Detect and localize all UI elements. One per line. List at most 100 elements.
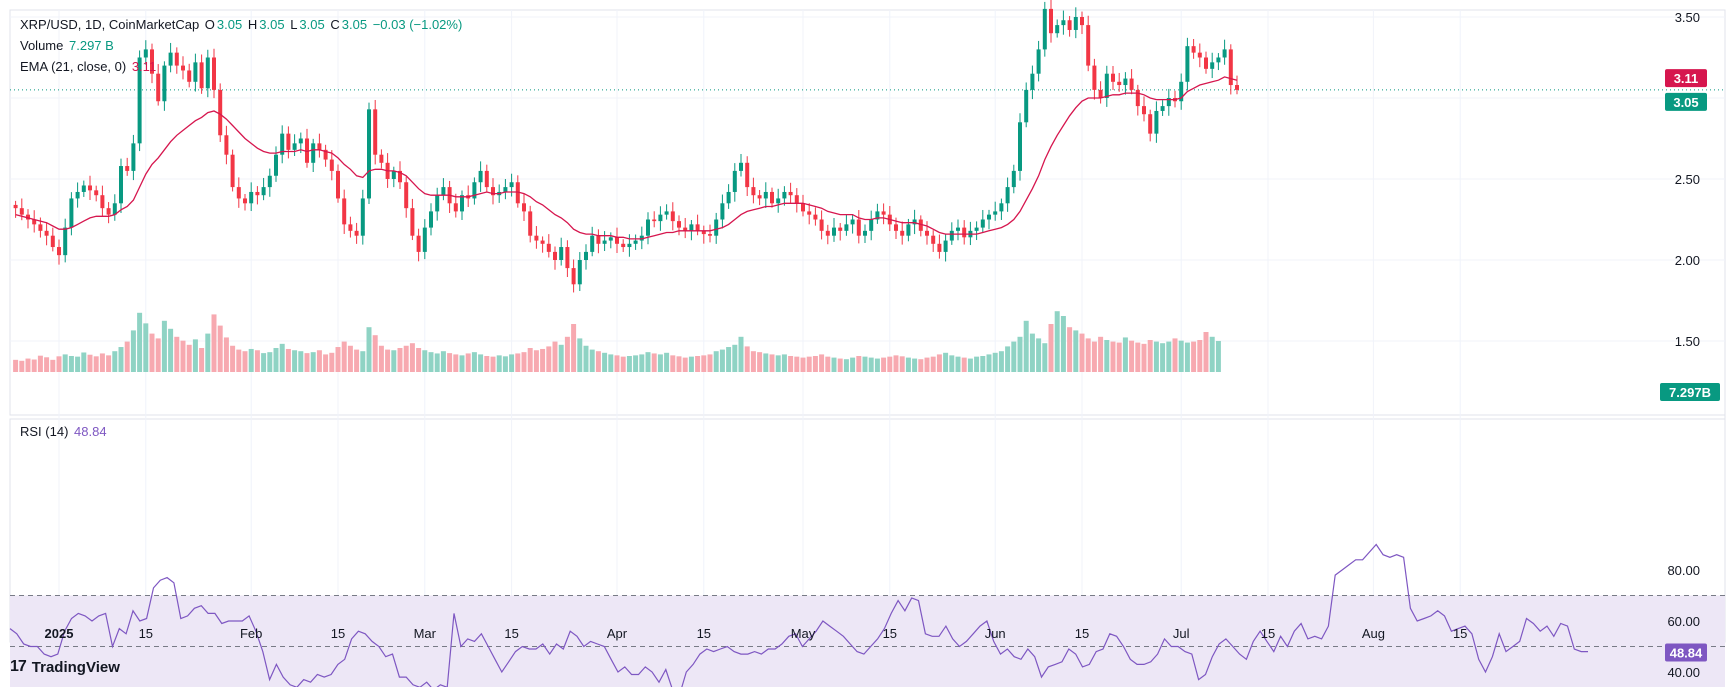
candle-body (633, 240, 638, 244)
volume-bar (1073, 330, 1079, 372)
candle-body (63, 227, 68, 256)
volume-bar (874, 358, 880, 372)
candle-body (739, 162, 743, 171)
volume-bar (812, 356, 818, 372)
candle-body (670, 211, 675, 222)
tradingview-logo[interactable]: 17 TradingView (10, 658, 120, 676)
volume-bar (744, 346, 750, 372)
date-tick-label: 15 (1453, 626, 1467, 641)
volume-bar (13, 359, 19, 372)
candle-body (174, 52, 179, 66)
price-tick-label: 3.50 (1675, 10, 1700, 25)
volume-bar (341, 341, 347, 372)
candle-body (745, 162, 750, 188)
candle-body (1204, 57, 1208, 69)
volume-bar (168, 328, 174, 372)
candle-body (1235, 85, 1239, 90)
candle-body (44, 230, 49, 236)
candle-body (224, 135, 229, 155)
legend-symbol[interactable]: XRP/USD, 1D, CoinMarketCap (20, 17, 200, 32)
candle-body (943, 240, 948, 252)
legend-rsi-line[interactable]: RSI (14) 48.84 (20, 424, 109, 439)
candle-body (1080, 17, 1084, 26)
candle-body (125, 166, 130, 171)
candle-body (13, 204, 18, 209)
candle-body (1005, 187, 1010, 204)
candle-body (181, 65, 185, 71)
candle-body (590, 235, 595, 252)
volume-bar (496, 355, 502, 372)
candle-body (993, 211, 998, 215)
legend-ema-line[interactable]: EMA (21, close, 0) 3.11 (20, 59, 158, 74)
volume-bar (912, 358, 918, 372)
candle-body (236, 187, 241, 199)
volume-bar (440, 351, 446, 372)
volume-bar (366, 327, 372, 372)
volume-bar (155, 338, 161, 372)
rsi-badge-text: 48.84 (1670, 645, 1703, 660)
volume-bar (447, 353, 453, 372)
candle-body (807, 211, 812, 215)
volume-bar (509, 354, 515, 372)
volume-bar (1122, 337, 1128, 372)
volume-bar (174, 336, 180, 372)
candle-body (1061, 20, 1066, 26)
volume-bar (37, 355, 43, 372)
volume-bar (261, 353, 267, 372)
candle-body (267, 175, 272, 188)
candle-body (627, 243, 632, 248)
candle-body (1166, 98, 1171, 107)
candle-body (720, 203, 725, 220)
legend-volume-line[interactable]: Volume 7.297 B (20, 38, 116, 53)
volume-bar (850, 357, 856, 372)
volume-bar (701, 355, 707, 372)
candle-body (819, 219, 824, 231)
candle-body (19, 208, 24, 215)
legend-h-label: H (247, 17, 258, 32)
volume-bar (980, 356, 986, 372)
volume-bar (68, 356, 74, 372)
candle-body (1222, 49, 1227, 58)
rsi-layer (9, 543, 1725, 692)
candle-body (838, 227, 843, 231)
price-pane[interactable] (9, 9, 1726, 416)
candle-body (1086, 25, 1091, 66)
candle-body (646, 219, 650, 236)
volume-bar (1029, 333, 1035, 372)
volume-bar (1116, 342, 1122, 372)
volume-bar (732, 344, 738, 372)
candle-body (987, 214, 991, 220)
candle-body (701, 230, 706, 235)
candle-body (1191, 46, 1196, 53)
volume-bar (56, 356, 62, 372)
date-tick-label: May (791, 626, 816, 641)
volume-bar (502, 356, 508, 372)
volume-bar (304, 353, 310, 372)
candle-body (94, 190, 99, 196)
candle-body (1185, 46, 1190, 82)
legend-rsi-value: 48.84 (74, 424, 107, 439)
candle-layer (13, 0, 1239, 293)
volume-bar (1203, 332, 1209, 372)
price-tick-label: 1.50 (1675, 334, 1700, 349)
volume-bar (428, 352, 434, 372)
volume-bar (763, 353, 769, 372)
date-tick-label: Jul (1173, 626, 1190, 641)
volume-bar (905, 357, 911, 372)
volume-bar (868, 357, 874, 372)
volume-bar (478, 354, 484, 372)
candle-body (1104, 73, 1109, 98)
candle-body (763, 191, 768, 199)
candle-body (776, 198, 781, 204)
candle-body (708, 234, 712, 236)
volume-bar (961, 357, 967, 372)
volume-bar (186, 344, 192, 372)
candle-body (323, 149, 328, 160)
candle-body (850, 219, 855, 225)
candle-body (422, 227, 427, 252)
volume-bar (112, 351, 118, 372)
volume-bar (719, 349, 725, 372)
candle-body (491, 187, 495, 196)
candle-body (615, 237, 619, 244)
candle-body (664, 211, 669, 215)
